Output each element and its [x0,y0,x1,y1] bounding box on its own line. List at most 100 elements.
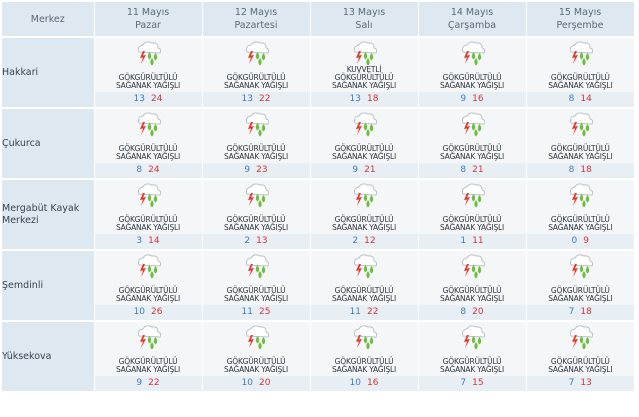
thunderstorm-rain-icon [570,41,594,66]
temperature-bar: 13 24 [94,92,202,107]
weather-description: KUVVETLİ GÖKGÜRÜLTÜLÜ SAĞANAK YAĞIŞLI [311,66,418,90]
thunderstorm-rain-icon [462,112,486,137]
thunderstorm-rain-icon [138,112,162,137]
city-name[interactable]: Hakkari [2,36,94,108]
day-forecast-cell: GÖKGÜRÜLTÜLÜ SAĞANAK YAĞIŞLI 10 26 [93,249,202,321]
city-name[interactable]: Yüksekova [2,320,94,391]
max-temperature: 15 [472,378,484,388]
temperature-bar: 10 26 [94,305,202,320]
day-forecast-cell: GÖKGÜRÜLTÜLÜ SAĞANAK YAĞIŞLI 8 18 [525,107,634,179]
description-line: SAĞANAK YAĞIŞLI [223,223,289,232]
day-name: Salı [355,20,373,31]
description-line: GÖKGÜRÜLTÜLÜ [118,286,178,295]
weather-description: GÖKGÜRÜLTÜLÜ SAĞANAK YAĞIŞLI [419,66,526,90]
max-temperature: 20 [259,378,271,388]
day-forecast-cell: GÖKGÜRÜLTÜLÜ SAĞANAK YAĞIŞLI 9 16 [417,36,526,108]
description-line: SAĞANAK YAĞIŞLI [223,81,289,90]
description-line: SAĞANAK YAĞIŞLI [331,365,397,374]
weather-description: GÖKGÜRÜLTÜLÜ SAĞANAK YAĞIŞLI [95,279,202,303]
weather-description: GÖKGÜRÜLTÜLÜ SAĞANAK YAĞIŞLI [203,279,310,303]
temperature-bar: 9 23 [202,163,310,178]
description-line: SAĞANAK YAĞIŞLI [548,223,613,232]
day-forecast-cell: GÖKGÜRÜLTÜLÜ SAĞANAK YAĞIŞLI 7 18 [525,249,634,321]
day-forecast-cell: GÖKGÜRÜLTÜLÜ SAĞANAK YAĞIŞLI 1 11 [417,178,526,250]
temperature-bar: 8 21 [418,163,526,178]
description-line: GÖKGÜRÜLTÜLÜ [334,73,394,82]
weather-description: GÖKGÜRÜLTÜLÜ SAĞANAK YAĞIŞLI [95,350,202,374]
thunderstorm-rain-icon [354,325,378,350]
max-temperature: 20 [472,307,484,317]
temperature-bar: 7 18 [526,305,634,320]
description-line: GÖKGÜRÜLTÜLÜ [334,144,394,153]
description-line: GÖKGÜRÜLTÜLÜ [334,357,394,366]
thunderstorm-rain-icon [138,41,162,66]
description-line: GÖKGÜRÜLTÜLÜ [442,73,502,82]
max-temperature: 22 [259,94,271,104]
description-line: SAĞANAK YAĞIŞLI [115,223,181,232]
min-temperature: 0 [571,236,578,246]
day-forecast-cell: GÖKGÜRÜLTÜLÜ SAĞANAK YAĞIŞLI 7 15 [417,320,526,391]
description-line: GÖKGÜRÜLTÜLÜ [118,357,178,366]
max-temperature: 14 [148,236,160,246]
city-name[interactable]: Çukurca [2,107,94,179]
day-forecast-cell: GÖKGÜRÜLTÜLÜ SAĞANAK YAĞIŞLI 8 20 [417,249,526,321]
description-line: SAĞANAK YAĞIŞLI [548,365,613,374]
day-forecast-cell: GÖKGÜRÜLTÜLÜ SAĞANAK YAĞIŞLI 8 21 [417,107,526,179]
min-temperature: 13 [133,94,145,104]
max-temperature: 18 [580,165,592,175]
day-forecast-cell: GÖKGÜRÜLTÜLÜ SAĞANAK YAĞIŞLI 8 24 [93,107,202,179]
thunderstorm-rain-icon [354,183,378,208]
min-temperature: 13 [241,94,253,104]
description-line: GÖKGÜRÜLTÜLÜ [118,215,178,224]
location-column-header: Merkez [2,2,95,37]
min-temperature: 10 [133,307,145,317]
description-line: GÖKGÜRÜLTÜLÜ [442,286,502,295]
weather-description: GÖKGÜRÜLTÜLÜ SAĞANAK YAĞIŞLI [419,137,526,161]
forecast-row: Hakkari GÖKGÜRÜLTÜLÜ SAĞANAK YAĞIŞLI 13 24 GÖ… [2,36,634,108]
city-name[interactable]: Şemdinli [2,249,94,321]
min-temperature: 9 [244,165,251,175]
day-forecast-cell: GÖKGÜRÜLTÜLÜ SAĞANAK YAĞIŞLI 3 14 [93,178,202,250]
description-line: SAĞANAK YAĞIŞLI [223,294,289,303]
temperature-bar: 3 14 [94,234,202,249]
thunderstorm-rain-icon [354,41,378,66]
thunderstorm-rain-icon [462,254,486,279]
description-line: GÖKGÜRÜLTÜLÜ [442,215,502,224]
day-forecast-cell: GÖKGÜRÜLTÜLÜ SAĞANAK YAĞIŞLI 13 22 [201,36,310,108]
forecast-row: Çukurca GÖKGÜRÜLTÜLÜ SAĞANAK YAĞIŞLI 8 24 GÖK… [2,107,634,179]
min-temperature: 2 [244,236,251,246]
day-name: Pazar [135,20,161,31]
min-temperature: 8 [460,307,467,317]
description-line: SAĞANAK YAĞIŞLI [115,81,181,90]
description-line: SAĞANAK YAĞIŞLI [439,294,505,303]
description-line: SAĞANAK YAĞIŞLI [223,365,289,374]
forecast-row: Şemdinli GÖKGÜRÜLTÜLÜ SAĞANAK YAĞIŞLI 10 26 G… [2,249,634,321]
max-temperature: 16 [472,94,484,104]
description-line: GÖKGÜRÜLTÜLÜ [550,215,610,224]
min-temperature: 7 [460,378,467,388]
min-temperature: 9 [460,94,467,104]
thunderstorm-rain-icon [246,254,270,279]
description-line: GÖKGÜRÜLTÜLÜ [550,357,610,366]
description-line: SAĞANAK YAĞIŞLI [223,152,289,161]
description-line: GÖKGÜRÜLTÜLÜ [334,215,394,224]
day-header: 12 Mayıs Pazartesi [202,2,311,37]
city-name[interactable]: Mergabüt Kayak Merkezi [2,178,94,250]
max-temperature: 11 [472,236,484,246]
weather-description: GÖKGÜRÜLTÜLÜ SAĞANAK YAĞIŞLI [419,279,526,303]
day-forecast-cell: GÖKGÜRÜLTÜLÜ SAĞANAK YAĞIŞLI 11 22 [309,249,418,321]
day-header: 15 Mayıs Perşembe [526,2,635,37]
description-line: GÖKGÜRÜLTÜLÜ [550,286,610,295]
max-temperature: 22 [367,307,379,317]
description-line: SAĞANAK YAĞIŞLI [331,223,397,232]
temperature-bar: 10 16 [310,376,418,391]
min-temperature: 9 [136,378,143,388]
day-header: 13 Mayıs Salı [310,2,419,37]
thunderstorm-rain-icon [354,254,378,279]
min-temperature: 3 [136,236,143,246]
description-line: GÖKGÜRÜLTÜLÜ [226,215,286,224]
min-temperature: 8 [568,165,575,175]
thunderstorm-rain-icon [462,183,486,208]
thunderstorm-rain-icon [246,183,270,208]
